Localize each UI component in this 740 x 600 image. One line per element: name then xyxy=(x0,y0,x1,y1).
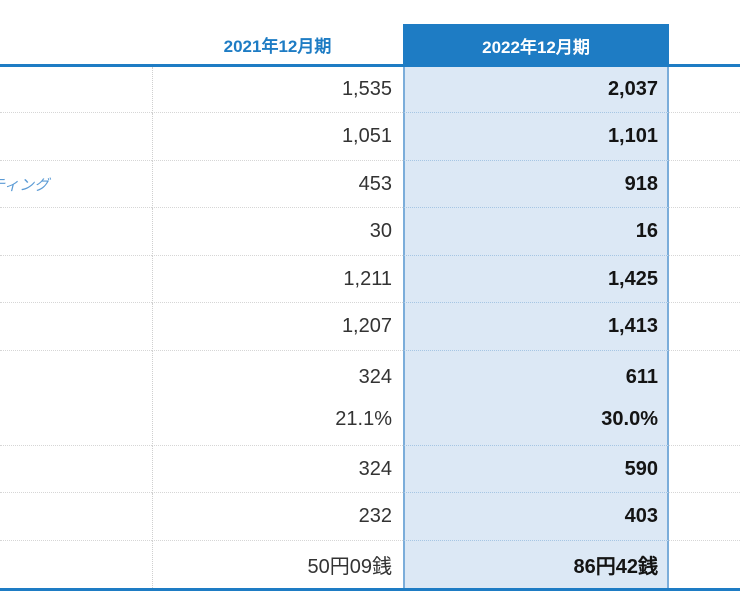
empty-cell xyxy=(669,351,740,446)
value-2021: 232 xyxy=(152,493,403,541)
empty-cell xyxy=(669,256,740,303)
value-2022: 86円42銭 xyxy=(403,541,669,588)
empty-cell xyxy=(669,303,740,351)
table-bottom-rule xyxy=(0,588,740,591)
table-row: 324 590 xyxy=(0,446,740,493)
value-2021: 324 xyxy=(152,446,403,493)
value-2022: 16 xyxy=(403,208,669,256)
value-2022: 2,037 xyxy=(403,67,669,113)
value-2022: 918 xyxy=(403,161,669,208)
value-2021: 30 xyxy=(152,208,403,256)
value-2021: 1,535 xyxy=(152,67,403,113)
value-2022: 1,101 xyxy=(403,113,669,161)
empty-cell xyxy=(669,541,740,588)
value-2022: 1,425 xyxy=(403,256,669,303)
empty-cell xyxy=(669,493,740,541)
column-header-2021: 2021年12月期 xyxy=(223,36,332,56)
empty-cell xyxy=(669,161,740,208)
value-2022: 403 xyxy=(403,493,669,541)
value-2022-percent: 30.0% xyxy=(601,408,658,430)
column-header-2022: 2022年12月期 xyxy=(403,24,669,66)
value-2022: 590 xyxy=(403,446,669,493)
value-2021: 1,051 xyxy=(152,113,403,161)
value-2022: 611 30.0% xyxy=(403,351,669,446)
table-row: 1,051 1,101 xyxy=(0,113,740,161)
empty-cell xyxy=(669,113,740,161)
table-row: 232 403 xyxy=(0,493,740,541)
value-2021: 1,207 xyxy=(152,303,403,351)
table-row: 1,535 2,037 xyxy=(0,67,740,113)
value-2022-main: 611 xyxy=(625,366,658,388)
table-top-rule xyxy=(0,64,740,67)
table-row: 1,207 1,413 xyxy=(0,303,740,351)
value-2021: 50円09銭 xyxy=(152,541,403,588)
table-row: 30 16 xyxy=(0,208,740,256)
row-label: ティング xyxy=(0,176,50,194)
table-body: 1,535 2,037 1,051 1,101 ティング 453 918 30 … xyxy=(0,67,740,588)
value-2021: 453 xyxy=(152,161,403,208)
table-row: ティング 453 918 xyxy=(0,161,740,208)
table-row: 1,211 1,425 xyxy=(0,256,740,303)
empty-cell xyxy=(669,446,740,493)
empty-cell xyxy=(669,67,740,113)
value-2021-percent: 21.1% xyxy=(335,408,392,430)
value-2022: 1,413 xyxy=(403,303,669,351)
value-2021: 324 21.1% xyxy=(152,351,403,446)
table-row-double: 324 21.1% 611 30.0% xyxy=(0,351,740,446)
value-2021-main: 324 xyxy=(358,366,392,388)
table-row: 50円09銭 86円42銭 xyxy=(0,541,740,588)
empty-cell xyxy=(669,208,740,256)
value-2021: 1,211 xyxy=(152,256,403,303)
